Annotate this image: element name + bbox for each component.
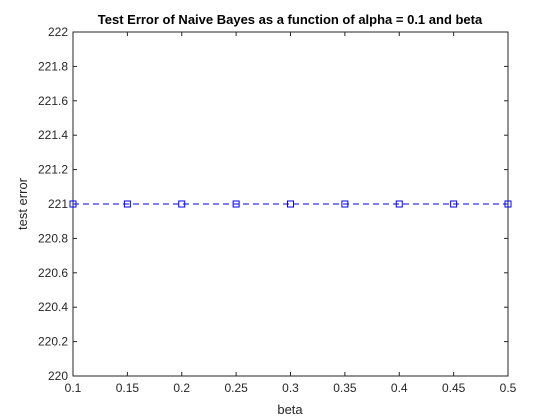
y-tick-label: 220 <box>48 369 68 383</box>
data-point <box>232 200 240 208</box>
x-tick-label: 0.35 <box>333 381 357 395</box>
x-axis-ticks: 0.1 0.15 0.2 0.25 0.3 0.35 0.4 0.45 0.5 <box>65 32 517 395</box>
x-tick-label: 0.4 <box>391 381 408 395</box>
chart-title: Test Error of Naive Bayes as a function … <box>98 12 483 27</box>
y-tick-label: 220.4 <box>38 300 68 314</box>
data-point <box>341 200 349 208</box>
y-tick-label: 220.2 <box>38 335 68 349</box>
y-tick-label: 221.4 <box>38 128 68 142</box>
y-tick-label: 221 <box>48 197 68 211</box>
x-tick-label: 0.45 <box>442 381 466 395</box>
data-point <box>450 200 458 208</box>
y-tick-label: 220.6 <box>38 266 68 280</box>
x-tick-label: 0.5 <box>500 381 517 395</box>
x-axis-label: beta <box>277 402 303 417</box>
y-tick-label: 222 <box>48 25 68 39</box>
y-axis-label: test error <box>15 177 30 230</box>
data-point <box>178 200 186 208</box>
series-layer <box>69 200 512 208</box>
x-tick-label: 0.2 <box>173 381 190 395</box>
y-tick-label: 221.2 <box>38 163 68 177</box>
x-tick-label: 0.15 <box>116 381 140 395</box>
x-tick-label: 0.1 <box>65 381 82 395</box>
data-point <box>395 200 403 208</box>
x-tick-label: 0.25 <box>224 381 248 395</box>
data-point <box>123 200 131 208</box>
y-tick-label: 221.8 <box>38 59 68 73</box>
y-tick-label: 220.8 <box>38 231 68 245</box>
y-axis-ticks: 220 220.2 220.4 220.6 220.8 221 221.2 221.4 221.… <box>38 25 508 383</box>
x-tick-label: 0.3 <box>282 381 299 395</box>
data-point <box>504 200 512 208</box>
data-point <box>69 200 77 208</box>
y-tick-label: 221.6 <box>38 94 68 108</box>
data-point <box>287 200 294 208</box>
